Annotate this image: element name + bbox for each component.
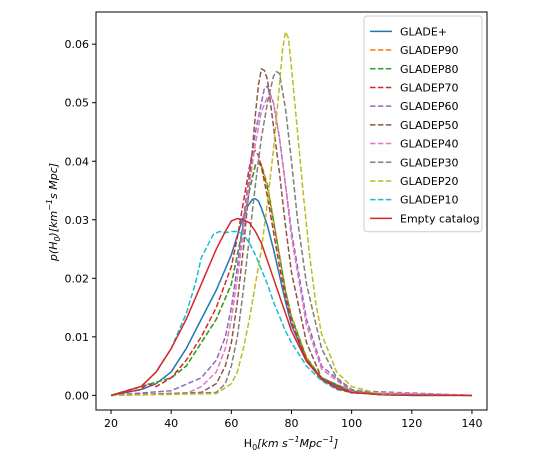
x-tick-label: 20 [104, 417, 118, 430]
legend-label: GLADEP10 [400, 194, 458, 207]
x-tick-label: 100 [341, 417, 362, 430]
series-line-4 [110, 85, 472, 397]
y-tick-label: 0.03 [65, 214, 90, 227]
series-line-0 [110, 197, 472, 397]
x-tick-label: 60 [224, 417, 238, 430]
axes-layer: 20 40 60 80 100 120 140 0.00 0.01 0.02 0.03 0.04 0.0… [65, 11, 488, 430]
x-axis-label: H0[km s−1Mpc−1] [244, 435, 338, 452]
legend-label: GLADEP40 [400, 138, 458, 151]
series-line-5 [111, 68, 472, 397]
y-tick-label: 0.01 [65, 331, 90, 344]
legend-label: GLADEP80 [400, 63, 458, 76]
x-tick-label: 40 [164, 417, 178, 430]
legend-label: GLADEP90 [400, 44, 458, 57]
y-tick-label: 0.00 [65, 389, 90, 402]
legend-label: GLADEP70 [400, 81, 458, 94]
legend-box [363, 15, 483, 233]
y-axis-label: p(H0)[km−1s Mpc] [45, 163, 62, 262]
legend-label: GLADEP60 [400, 100, 458, 113]
legend: GLADE+ GLADEP90 GLADEP80 GLADEP70 GLADEP60 GL… [363, 15, 483, 233]
series-layer [110, 31, 472, 397]
y-tick-label: 0.05 [65, 97, 90, 110]
y-tick-label: 0.02 [65, 272, 90, 285]
x-tick-label: 140 [461, 417, 482, 430]
series-line-10 [110, 217, 472, 397]
legend-label: GLADEP20 [400, 175, 458, 188]
series-line-9 [110, 230, 472, 397]
legend-label: GLADE+ [400, 25, 447, 38]
legend-label: GLADEP50 [400, 119, 458, 132]
x-tick-label: 120 [401, 417, 422, 430]
y-tick-label: 0.04 [65, 155, 90, 168]
y-tick-label: 0.06 [65, 38, 90, 51]
x-tick-label: 80 [285, 417, 299, 430]
series-line-7 [111, 70, 472, 397]
legend-label: Empty catalog [400, 212, 480, 225]
series-line-8 [111, 31, 472, 397]
legend-label: GLADEP30 [400, 156, 458, 169]
series-line-6 [111, 94, 472, 397]
